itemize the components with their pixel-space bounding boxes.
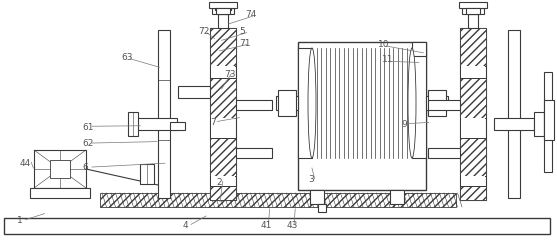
Text: 1: 1 [17,216,22,225]
Bar [428,100,460,110]
Bar [298,48,312,158]
Bar [276,96,298,110]
Bar [461,66,485,78]
Bar [211,176,235,186]
Bar [412,48,426,158]
Bar [310,190,324,204]
Bar [140,164,154,184]
Text: 7: 7 [211,118,216,127]
Bar [209,2,237,8]
Bar [158,30,170,198]
Bar [544,72,552,172]
Bar [137,118,177,130]
Bar [216,8,230,14]
Bar [390,190,404,204]
Text: 44: 44 [20,159,31,168]
Bar [218,14,228,28]
Text: 71: 71 [240,39,251,48]
Text: 72: 72 [198,27,209,36]
Bar [170,122,185,130]
Bar [212,8,234,14]
Bar [428,90,446,116]
Bar [178,86,210,98]
Text: 74: 74 [245,10,256,19]
Bar [210,28,236,200]
Bar [4,218,550,234]
Text: 9: 9 [401,120,407,129]
Bar [460,78,486,118]
Bar [412,42,426,56]
Bar [128,112,138,136]
Bar [460,28,486,200]
Bar [544,100,554,140]
Text: 2: 2 [216,178,222,187]
Bar [466,8,480,14]
Bar [426,96,448,110]
Text: 41: 41 [261,221,272,230]
Bar [534,112,544,136]
Text: 5: 5 [240,27,245,36]
Bar [508,30,520,198]
Bar [210,138,236,176]
Bar [462,8,484,14]
Bar [30,188,90,198]
Bar [298,42,426,190]
Bar [460,138,486,176]
Bar [215,6,231,10]
Text: 73: 73 [224,70,236,79]
Bar [210,28,236,66]
Bar [211,66,235,78]
Text: 11: 11 [382,55,394,65]
Bar [461,118,485,138]
Text: 6: 6 [82,163,88,173]
Bar [236,148,272,158]
Bar [211,118,235,138]
Bar [236,100,272,110]
Bar [34,150,86,188]
Bar [318,204,326,212]
Text: 43: 43 [286,221,297,230]
Ellipse shape [308,48,316,158]
Bar [278,90,296,116]
Bar [460,186,486,200]
Bar [461,176,485,186]
Text: 4: 4 [183,221,188,230]
Text: 63: 63 [121,53,133,62]
Bar [428,148,460,158]
Bar [468,14,478,28]
Bar [50,160,70,178]
Text: 61: 61 [82,123,94,132]
Bar [460,28,486,66]
Bar [459,2,487,8]
Bar [210,78,236,118]
Bar [210,186,236,200]
Bar [100,193,456,207]
Text: 62: 62 [82,139,94,149]
Text: 3: 3 [308,175,314,185]
Text: 10: 10 [378,40,389,49]
Bar [494,118,534,130]
Ellipse shape [408,48,416,158]
